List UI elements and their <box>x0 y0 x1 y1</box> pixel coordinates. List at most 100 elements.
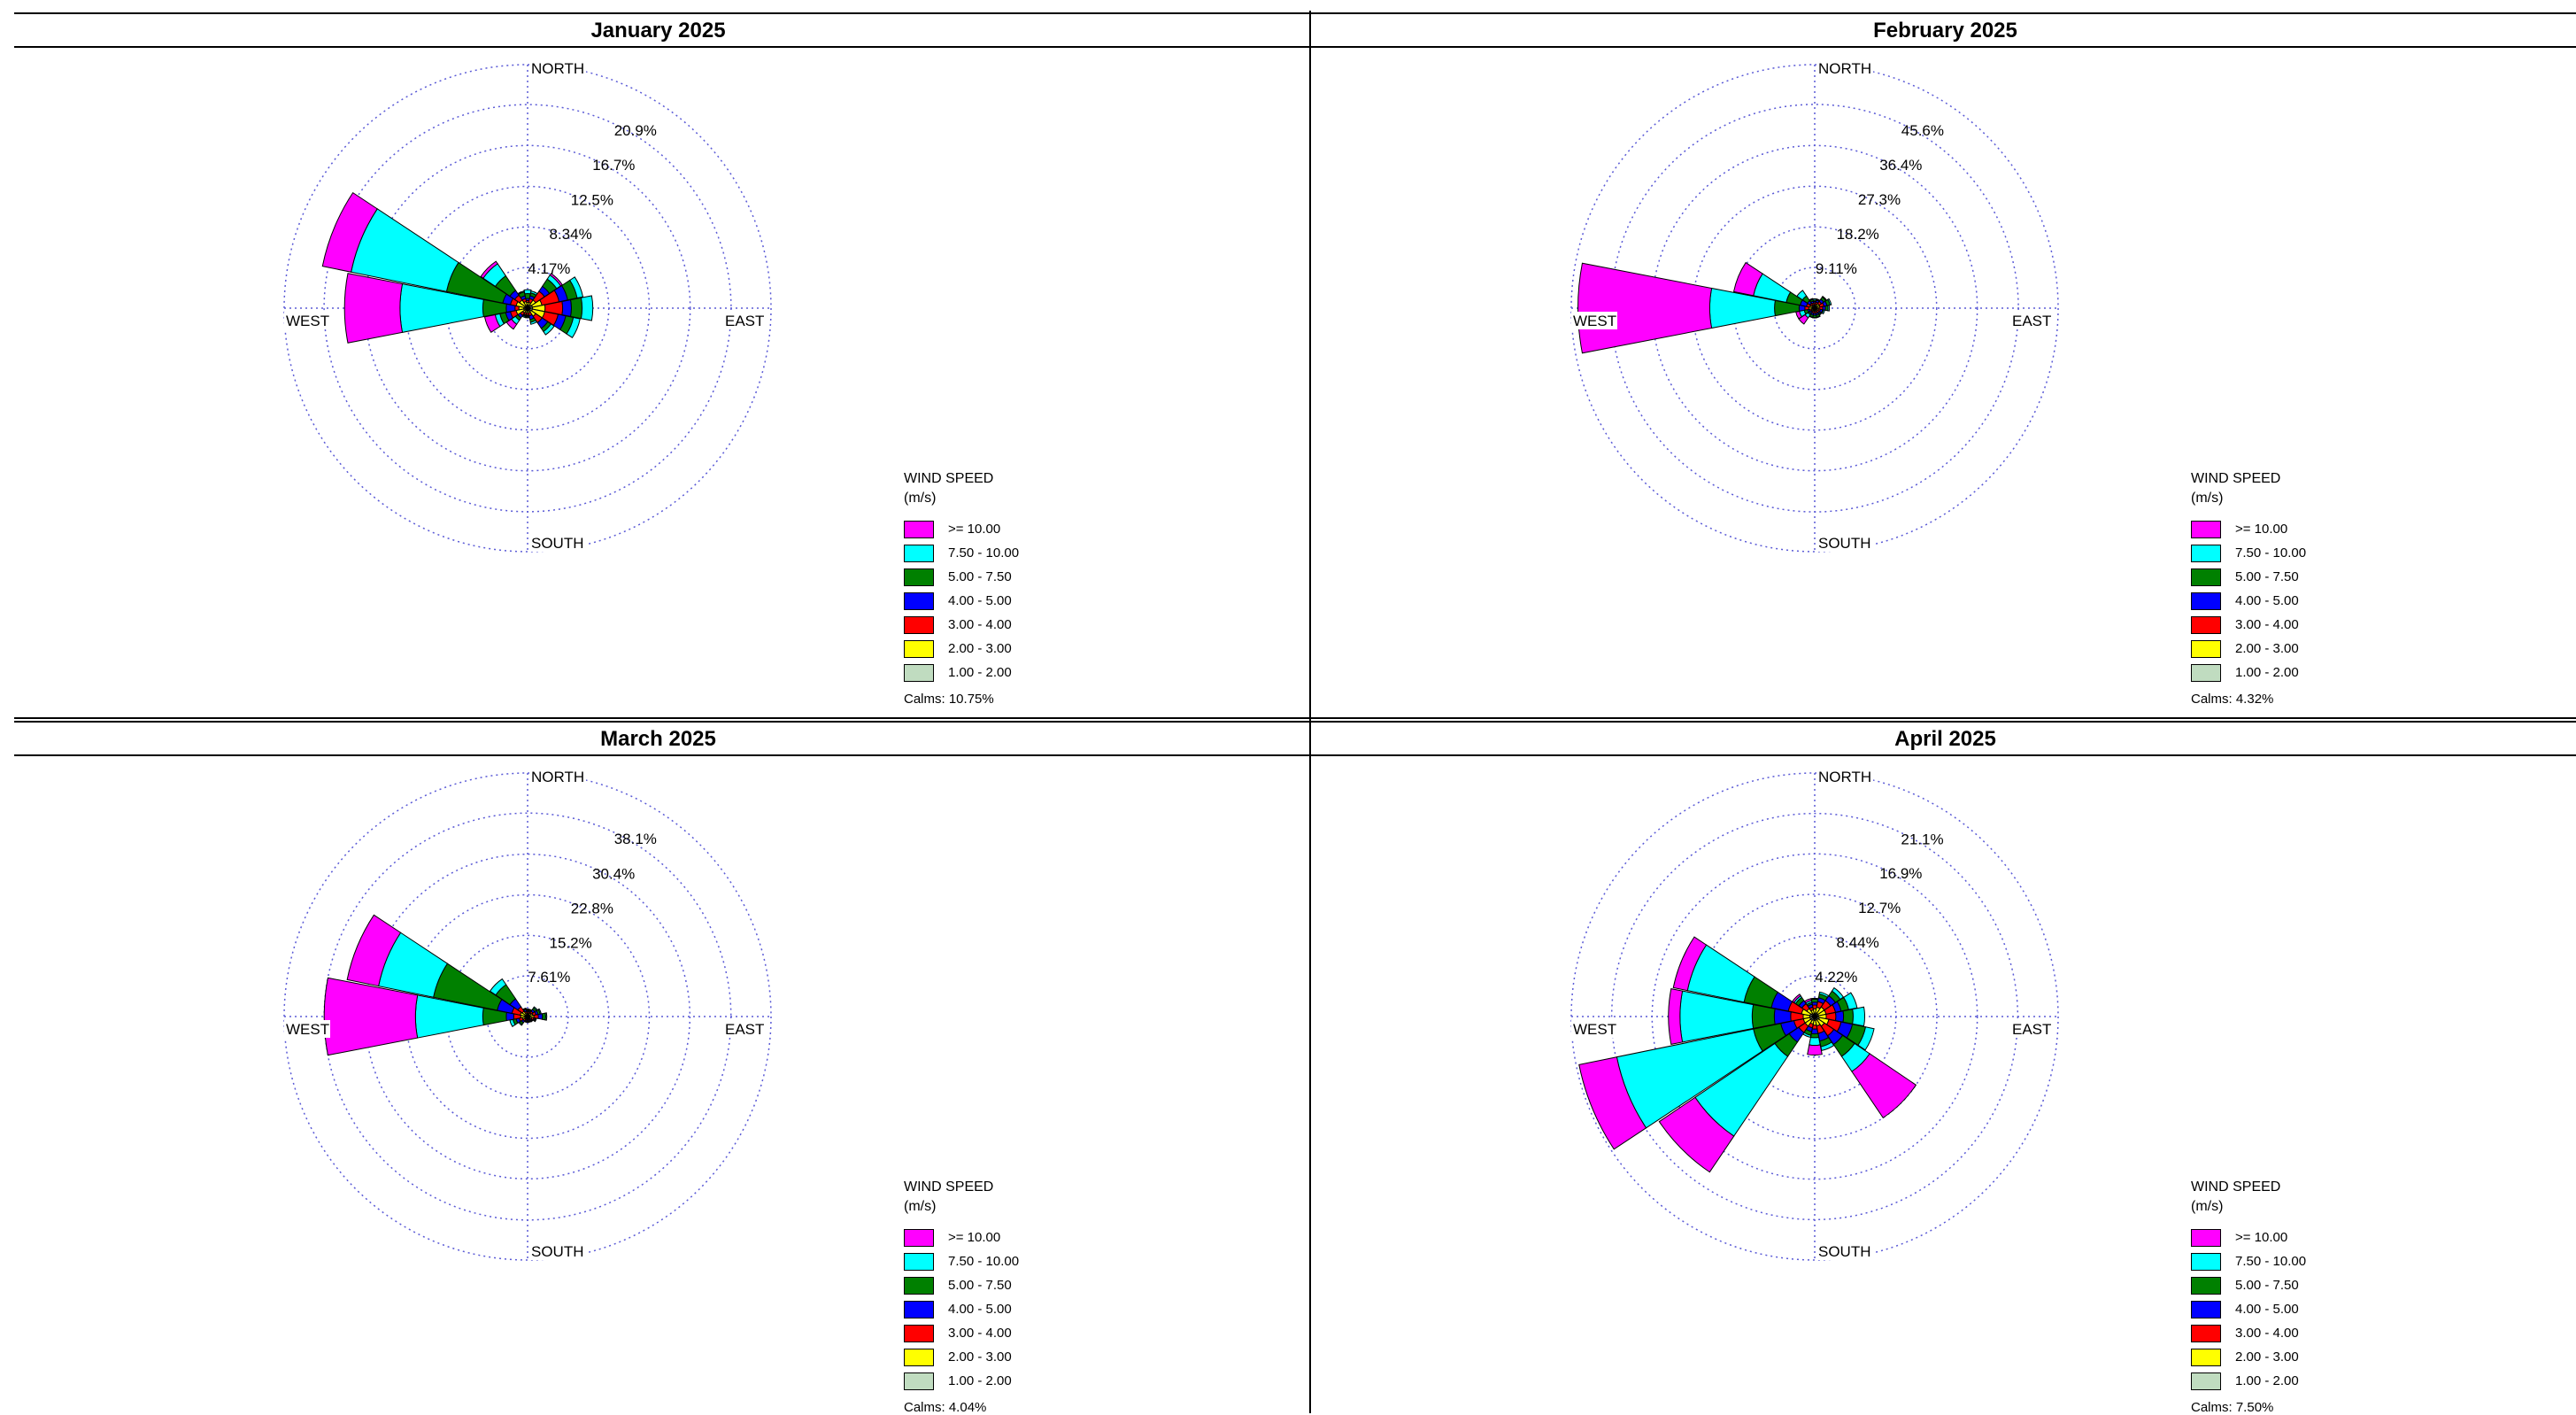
legend-swatch <box>904 568 934 586</box>
compass-label-bg <box>1571 1020 1617 1038</box>
petal-segment-225-bin-6 <box>1658 1096 1735 1173</box>
legend-label: 7.50 - 10.00 <box>948 545 1020 561</box>
ring-label: 45.6% <box>1901 122 1944 139</box>
compass-label-bg <box>284 312 330 329</box>
compass-label-bg <box>1571 312 1617 329</box>
petal-segment-315-bin-6 <box>1792 994 1801 1003</box>
legend-item: 7.50 - 10.00 <box>2191 541 2306 565</box>
legend-swatch <box>904 592 934 610</box>
petal-segment-292.5-bin-6 <box>1672 936 1708 992</box>
legend-label: 2.00 - 3.00 <box>948 1349 1012 1365</box>
petal-segment-292.5-bin-6 <box>321 191 378 273</box>
windrose-plot: 7.61% 15.2% 22.8% 30.4% 38.1% NORTH SOUTH EAST W… <box>283 768 772 1261</box>
legend-swatch <box>2191 1348 2221 1366</box>
petal-segment-90-bin-5 <box>580 295 594 321</box>
ring-label: 4.22% <box>1815 969 1857 986</box>
legend-label: 1.00 - 2.00 <box>948 665 1012 680</box>
legend-swatch <box>2191 1276 2221 1295</box>
legend-label: 4.00 - 5.00 <box>2235 1302 2299 1317</box>
legend-label: 3.00 - 4.00 <box>2235 1326 2299 1341</box>
compass-label-bg <box>723 1020 769 1038</box>
petal-segment-90-bin-5 <box>544 1012 548 1021</box>
chart-title: January 2025 <box>14 12 1302 48</box>
compass-label-north: NORTH <box>1818 769 1871 785</box>
legend-label: 4.00 - 5.00 <box>948 1302 1012 1317</box>
windrose-plot: 4.22% 8.44% 12.7% 16.9% 21.1% NORTH SOUTH EAST W… <box>1570 768 2059 1261</box>
grid-ring <box>405 893 651 1140</box>
petal-segment-0-bin-5 <box>523 289 532 295</box>
legend-label: 1.00 - 2.00 <box>2235 665 2299 680</box>
compass-label-bg <box>284 1020 330 1038</box>
calms-label: Calms: 7.50% <box>2191 1400 2274 1415</box>
ring-label: 20.9% <box>614 122 657 139</box>
compass-label-bg <box>723 312 769 329</box>
compass-label-bg <box>1816 1242 1873 1260</box>
legend-label: >= 10.00 <box>948 1230 1001 1245</box>
legend-item: 1.00 - 2.00 <box>2191 1369 2306 1393</box>
legend-item: >= 10.00 <box>904 1226 1019 1249</box>
petal-segment-180-bin-5 <box>1812 316 1817 319</box>
legend-item: 3.00 - 4.00 <box>904 613 1019 637</box>
petal-segment-90-bin-4 <box>1842 1009 1854 1025</box>
ring-label: 16.9% <box>1879 865 1922 882</box>
legend-swatch <box>2191 615 2221 634</box>
compass-label-south: SOUTH <box>531 535 584 552</box>
compass-label-west: WEST <box>1573 313 1616 329</box>
legend-swatch <box>904 1348 934 1366</box>
legend-label: 3.00 - 4.00 <box>2235 617 2299 632</box>
grid-ring <box>364 853 691 1180</box>
petal-segment-67.5-bin-5 <box>569 276 584 299</box>
legend-label: >= 10.00 <box>2235 522 2288 537</box>
grid-ring <box>1570 772 2059 1261</box>
chart-title: February 2025 <box>1301 12 2576 48</box>
petal-segment-90-bin-4 <box>570 297 583 320</box>
petal-segment-180-bin-5 <box>525 316 530 319</box>
legend-swatch <box>2191 1228 2221 1247</box>
legend-swatch <box>2191 592 2221 610</box>
grid-ring <box>405 185 651 431</box>
legend: WIND SPEED (m/s) >= 10.00 7.50 - 10.00 5.00 … <box>2191 1178 2306 1415</box>
petal-segment-270-bin-6 <box>1668 988 1684 1045</box>
petal-segment-315-bin-5 <box>1796 290 1808 301</box>
grid-ring <box>283 64 772 553</box>
legend-label: 5.00 - 7.50 <box>2235 1278 2299 1293</box>
legend-item: 3.00 - 4.00 <box>904 1321 1019 1345</box>
legend-item: 5.00 - 7.50 <box>2191 565 2306 589</box>
legend-swatch <box>2191 1252 2221 1271</box>
ring-label: 38.1% <box>614 831 657 847</box>
legend-item: 3.00 - 4.00 <box>2191 613 2306 637</box>
petal-segment-157.5-bin-5 <box>529 320 538 325</box>
petal-segment-292.5-bin-6 <box>346 914 402 987</box>
legend-swatch <box>904 544 934 562</box>
compass-label-west: WEST <box>1573 1021 1616 1038</box>
compass-label-bg <box>529 59 586 77</box>
compass-label-west: WEST <box>286 1021 329 1038</box>
legend-label: 2.00 - 3.00 <box>948 641 1012 656</box>
ring-label: 8.44% <box>1836 934 1878 951</box>
compass-label-bg <box>2010 312 2056 329</box>
ring-label: 8.34% <box>549 226 591 243</box>
petal-segment-90-bin-3 <box>561 299 573 317</box>
petal-segment-135-bin-5 <box>543 323 555 336</box>
compass-label-bg <box>529 534 586 552</box>
compass-label-bg <box>529 1242 586 1260</box>
legend: WIND SPEED (m/s) >= 10.00 7.50 - 10.00 5.00 … <box>904 1178 1019 1415</box>
legend-label: 5.00 - 7.50 <box>948 1278 1012 1293</box>
compass-label-west: WEST <box>286 313 329 329</box>
petal-segment-337.5-bin-5 <box>521 1007 527 1011</box>
legend-swatch <box>2191 520 2221 538</box>
legend-label: >= 10.00 <box>948 522 1001 537</box>
windrose-plot: 4.17% 8.34% 12.5% 16.7% 20.9% NORTH SOUTH EAST W… <box>283 59 772 553</box>
legend-swatch <box>904 663 934 682</box>
ring-label: 12.7% <box>1858 900 1901 916</box>
calms-label: Calms: 10.75% <box>904 692 994 707</box>
legend-item: 3.00 - 4.00 <box>2191 1321 2306 1345</box>
petal-segment-337.5-bin-6 <box>1803 998 1812 1004</box>
legend-item: 2.00 - 3.00 <box>904 1345 1019 1369</box>
panel-divider-horizontal <box>14 717 2576 719</box>
petal-segment-135-bin-6 <box>1851 1053 1917 1119</box>
compass-label-south: SOUTH <box>1818 1243 1871 1260</box>
compass-label-north: NORTH <box>531 60 584 77</box>
petal-segment-112.5-bin-5 <box>1821 309 1825 315</box>
petal-segment-67.5-bin-5 <box>1827 298 1832 306</box>
